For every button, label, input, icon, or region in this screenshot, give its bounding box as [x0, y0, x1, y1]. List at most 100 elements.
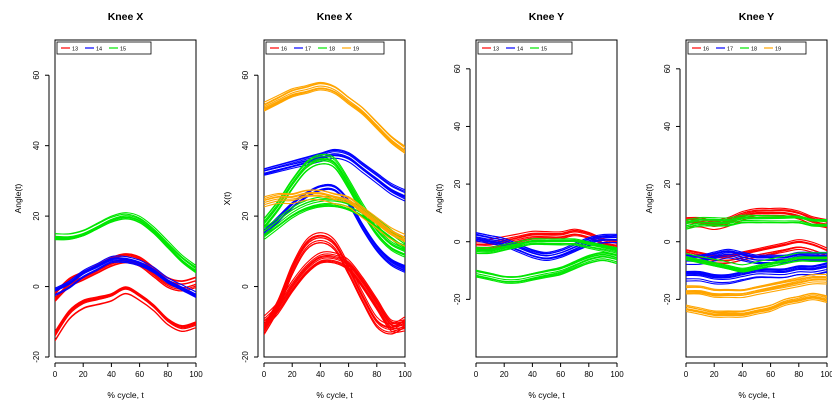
- series-line: [686, 256, 827, 269]
- chart-panel-1: Knee X 0 20 40 60 80 100 % cycle, t -20 0 20 40 60 An…: [13, 11, 203, 400]
- series-19: [264, 81, 405, 247]
- series-line: [476, 242, 617, 255]
- x-tick-label: 0: [262, 370, 267, 379]
- series-line: [264, 89, 405, 154]
- series-line: [55, 286, 196, 332]
- chart-title: Knee Y: [739, 11, 774, 23]
- series-line: [264, 189, 405, 235]
- x-axis: 0 20 40 60 80 100: [474, 362, 624, 379]
- x-tick-label: 20: [79, 370, 88, 379]
- legend-label: 17: [727, 47, 733, 53]
- series-line: [264, 204, 405, 249]
- legend-label: 15: [541, 47, 547, 53]
- x-tick-label: 60: [135, 370, 144, 379]
- legend-label: 19: [775, 47, 781, 53]
- legend-label: 16: [703, 47, 709, 53]
- series-line: [264, 261, 405, 333]
- series-line: [264, 85, 405, 151]
- y-tick-label: 0: [453, 239, 462, 244]
- y-axis-label: Angle(t): [644, 183, 654, 213]
- series-line: [686, 216, 827, 224]
- series-line: [55, 287, 196, 336]
- curves: [476, 228, 617, 284]
- x-axis-label: % cycle, t: [528, 390, 565, 400]
- series-line: [686, 294, 827, 315]
- x-tick-label: 20: [710, 370, 719, 379]
- y-axis: -20 0 20 40 60: [241, 70, 259, 363]
- x-axis-label: % cycle, t: [316, 390, 353, 400]
- series-line: [686, 217, 827, 227]
- legend-label: 16: [281, 47, 287, 53]
- series-line: [476, 251, 617, 278]
- series-line: [55, 293, 196, 342]
- series-line: [686, 252, 827, 266]
- y-tick-label: 20: [32, 211, 41, 220]
- series-15: [55, 212, 196, 274]
- series-line: [686, 251, 827, 259]
- series-line: [686, 214, 827, 221]
- y-tick-label: 0: [663, 239, 672, 244]
- series-line: [264, 232, 405, 325]
- legend-label: 13: [493, 47, 499, 53]
- y-tick-label: 0: [32, 284, 41, 289]
- series-line: [476, 258, 617, 283]
- legend-label: 15: [120, 47, 126, 53]
- x-axis: 0 20 40 60 80 100: [262, 362, 412, 379]
- series-line: [55, 287, 196, 335]
- y-axis: -20 0 20 40 60: [453, 64, 471, 305]
- series-line: [476, 260, 617, 284]
- plot-frame: [54, 39, 197, 358]
- series-line: [264, 188, 405, 273]
- series-line: [476, 253, 617, 278]
- x-tick-label: 20: [288, 370, 297, 379]
- series-line: [55, 218, 196, 274]
- series-line: [686, 209, 827, 223]
- y-tick-label: 0: [241, 284, 250, 289]
- series-line: [264, 87, 405, 154]
- series-line: [264, 154, 405, 199]
- series-line: [686, 271, 827, 284]
- y-tick-label: 60: [241, 70, 250, 79]
- series-line: [686, 296, 827, 316]
- chart-title: Knee X: [108, 11, 144, 23]
- chart-title: Knee Y: [529, 11, 564, 23]
- curves: [686, 207, 827, 318]
- y-tick-label: 40: [241, 141, 250, 150]
- y-axis: -20 0 20 40 60: [32, 70, 50, 363]
- curves: [264, 81, 405, 336]
- x-tick-label: 60: [344, 370, 353, 379]
- series-line: [476, 242, 617, 254]
- series-line: [476, 240, 617, 251]
- x-tick-label: 100: [610, 370, 624, 379]
- x-tick-label: 40: [738, 370, 747, 379]
- series-line: [264, 149, 405, 192]
- y-tick-label: 60: [453, 64, 462, 73]
- series-line: [55, 212, 196, 267]
- series-13: [55, 253, 196, 342]
- chart-title: Knee X: [317, 11, 353, 23]
- series-line: [686, 221, 827, 230]
- legend-label: 18: [751, 47, 757, 53]
- y-tick-label: -20: [453, 293, 462, 305]
- series-line: [476, 236, 617, 257]
- series-16: [264, 232, 405, 336]
- series-line: [264, 251, 405, 322]
- legend: 13 14 15: [56, 41, 152, 55]
- x-tick-label: 40: [528, 370, 537, 379]
- series-line: [264, 255, 405, 326]
- x-axis: 0 20 40 60 80 100: [684, 362, 832, 379]
- y-tick-label: 20: [663, 179, 672, 188]
- x-tick-label: 80: [794, 370, 803, 379]
- series-line: [264, 234, 405, 328]
- y-tick-label: 20: [241, 211, 250, 220]
- series-line: [686, 265, 827, 279]
- series-line: [264, 195, 405, 241]
- legend-label: 14: [517, 47, 523, 53]
- series-line: [686, 248, 827, 256]
- series-15: [476, 238, 617, 284]
- series-line: [686, 264, 827, 278]
- plot-frame: [475, 39, 618, 358]
- y-axis-label: X(t): [222, 191, 232, 205]
- chart-panel-4: Knee Y 0 20 40 60 80 100 % cycle, t -20 0 20 40 60 An…: [644, 11, 832, 400]
